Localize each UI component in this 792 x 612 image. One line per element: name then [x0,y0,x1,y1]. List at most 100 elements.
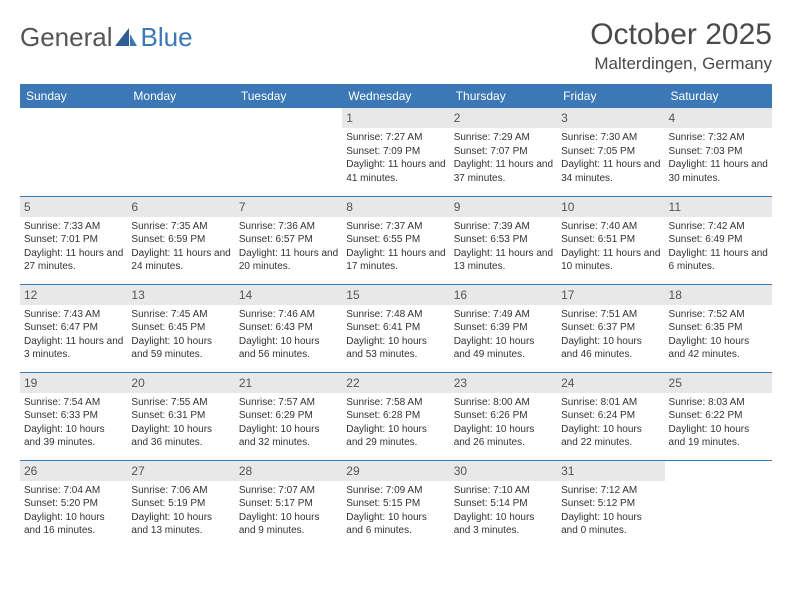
calendar-cell: 22 Sunrise: 7:58 AMSunset: 6:28 PMDayligh… [342,372,449,460]
day-number: 13 [127,285,234,305]
day-details: Sunrise: 7:39 AMSunset: 6:53 PMDaylight:… [454,220,553,274]
calendar-row: 5 Sunrise: 7:33 AMSunset: 7:01 PMDaylight… [20,196,772,284]
title-block: October 2025 Malterdingen, Germany [590,18,772,74]
day-number: 5 [20,197,127,217]
day-header: Friday [557,84,664,108]
day-details: Sunrise: 7:10 AMSunset: 5:14 PMDaylight:… [454,484,553,538]
location: Malterdingen, Germany [590,54,772,74]
calendar-cell [665,460,772,548]
day-header: Sunday [20,84,127,108]
day-number: 18 [665,285,772,305]
day-details: Sunrise: 7:37 AMSunset: 6:55 PMDaylight:… [346,220,445,274]
calendar-cell: 28Sunrise: 7:07 AMSunset: 5:17 PMDayligh… [235,460,342,548]
day-number: 2 [450,108,557,128]
calendar-row: 1 Sunrise: 7:27 AMSunset: 7:09 PMDaylight… [20,108,772,196]
calendar-cell: 8 Sunrise: 7:37 AMSunset: 6:55 PMDaylight… [342,196,449,284]
day-number: 24 [557,373,664,393]
day-header: Tuesday [235,84,342,108]
calendar-cell: 5 Sunrise: 7:33 AMSunset: 7:01 PMDaylight… [20,196,127,284]
day-number: 7 [235,197,342,217]
calendar-cell: 29Sunrise: 7:09 AMSunset: 5:15 PMDayligh… [342,460,449,548]
day-details: Sunrise: 7:33 AMSunset: 7:01 PMDaylight:… [24,220,123,274]
calendar-body: 1 Sunrise: 7:27 AMSunset: 7:09 PMDaylight… [20,108,772,548]
day-number: 14 [235,285,342,305]
day-number: 29 [342,461,449,481]
calendar-cell: 18Sunrise: 7:52 AMSunset: 6:35 PMDayligh… [665,284,772,372]
day-details: Sunrise: 7:48 AMSunset: 6:41 PMDaylight:… [346,308,445,362]
calendar-cell: 4Sunrise: 7:32 AMSunset: 7:03 PMDaylight… [665,108,772,196]
day-number: 20 [127,373,234,393]
day-number: 3 [557,108,664,128]
day-number: 23 [450,373,557,393]
calendar-cell: 20 Sunrise: 7:55 AMSunset: 6:31 PMDayligh… [127,372,234,460]
calendar-cell: 27 Sunrise: 7:06 AMSunset: 5:19 PMDayligh… [127,460,234,548]
day-details: Sunrise: 8:00 AMSunset: 6:26 PMDaylight:… [454,396,553,450]
day-number: 25 [665,373,772,393]
day-header: Monday [127,84,234,108]
calendar-cell [235,108,342,196]
day-details: Sunrise: 7:35 AMSunset: 6:59 PMDaylight:… [131,220,230,274]
calendar-cell: 31Sunrise: 7:12 AMSunset: 5:12 PMDayligh… [557,460,664,548]
day-number: 10 [557,197,664,217]
calendar-row: 26 Sunrise: 7:04 AMSunset: 5:20 PMDayligh… [20,460,772,548]
day-header-row: Sunday Monday Tuesday Wednesday Thursday… [20,84,772,108]
calendar-cell: 11 Sunrise: 7:42 AMSunset: 6:49 PMDayligh… [665,196,772,284]
day-details: Sunrise: 7:29 AMSunset: 7:07 PMDaylight:… [454,131,553,185]
calendar-cell: 1 Sunrise: 7:27 AMSunset: 7:09 PMDaylight… [342,108,449,196]
day-number: 22 [342,373,449,393]
calendar-row: 12 Sunrise: 7:43 AMSunset: 6:47 PMDayligh… [20,284,772,372]
day-number: 6 [127,197,234,217]
calendar-cell: 7 Sunrise: 7:36 AMSunset: 6:57 PMDaylight… [235,196,342,284]
day-details: Sunrise: 7:06 AMSunset: 5:19 PMDaylight:… [131,484,230,538]
calendar-cell: 16Sunrise: 7:49 AMSunset: 6:39 PMDayligh… [450,284,557,372]
calendar-cell: 6 Sunrise: 7:35 AMSunset: 6:59 PMDaylight… [127,196,234,284]
calendar-cell [127,108,234,196]
day-details: Sunrise: 7:30 AMSunset: 7:05 PMDaylight:… [561,131,660,185]
day-number: 1 [342,108,449,128]
calendar-cell: 25Sunrise: 8:03 AMSunset: 6:22 PMDayligh… [665,372,772,460]
month-title: October 2025 [590,18,772,52]
day-details: Sunrise: 7:36 AMSunset: 6:57 PMDaylight:… [239,220,338,274]
calendar-cell: 24 Sunrise: 8:01 AMSunset: 6:24 PMDayligh… [557,372,664,460]
header: General Blue October 2025 Malterdingen, … [20,18,772,74]
day-details: Sunrise: 7:55 AMSunset: 6:31 PMDaylight:… [131,396,230,450]
day-details: Sunrise: 7:43 AMSunset: 6:47 PMDaylight:… [24,308,123,362]
day-header: Saturday [665,84,772,108]
day-details: Sunrise: 7:45 AMSunset: 6:45 PMDaylight:… [131,308,230,362]
calendar-cell: 12 Sunrise: 7:43 AMSunset: 6:47 PMDayligh… [20,284,127,372]
day-number: 16 [450,285,557,305]
day-details: Sunrise: 7:46 AMSunset: 6:43 PMDaylight:… [239,308,338,362]
day-details: Sunrise: 7:32 AMSunset: 7:03 PMDaylight:… [669,131,768,185]
day-details: Sunrise: 7:27 AMSunset: 7:09 PMDaylight:… [346,131,445,185]
calendar-cell: 21Sunrise: 7:57 AMSunset: 6:29 PMDayligh… [235,372,342,460]
day-number: 11 [665,197,772,217]
day-number: 31 [557,461,664,481]
logo: General Blue [20,18,193,53]
calendar-row: 19 Sunrise: 7:54 AMSunset: 6:33 PMDayligh… [20,372,772,460]
day-header: Wednesday [342,84,449,108]
logo-sail-icon [115,28,137,48]
logo-text-2: Blue [141,22,193,53]
day-details: Sunrise: 7:04 AMSunset: 5:20 PMDaylight:… [24,484,123,538]
day-number: 28 [235,461,342,481]
day-details: Sunrise: 8:01 AMSunset: 6:24 PMDaylight:… [561,396,660,450]
day-number: 19 [20,373,127,393]
calendar-cell: 10Sunrise: 7:40 AMSunset: 6:51 PMDayligh… [557,196,664,284]
day-number: 30 [450,461,557,481]
calendar-cell: 14 Sunrise: 7:46 AMSunset: 6:43 PMDayligh… [235,284,342,372]
day-number: 27 [127,461,234,481]
day-details: Sunrise: 7:58 AMSunset: 6:28 PMDaylight:… [346,396,445,450]
calendar-cell: 15 Sunrise: 7:48 AMSunset: 6:41 PMDayligh… [342,284,449,372]
day-number: 9 [450,197,557,217]
day-details: Sunrise: 7:54 AMSunset: 6:33 PMDaylight:… [24,396,123,450]
day-number: 15 [342,285,449,305]
day-number: 8 [342,197,449,217]
day-details: Sunrise: 7:42 AMSunset: 6:49 PMDaylight:… [669,220,768,274]
day-number: 12 [20,285,127,305]
calendar-cell: 17Sunrise: 7:51 AMSunset: 6:37 PMDayligh… [557,284,664,372]
calendar-cell: 2 Sunrise: 7:29 AMSunset: 7:07 PMDaylight… [450,108,557,196]
logo-text-1: General [20,22,113,53]
day-number: 17 [557,285,664,305]
calendar-cell: 30 Sunrise: 7:10 AMSunset: 5:14 PMDayligh… [450,460,557,548]
day-number: 26 [20,461,127,481]
